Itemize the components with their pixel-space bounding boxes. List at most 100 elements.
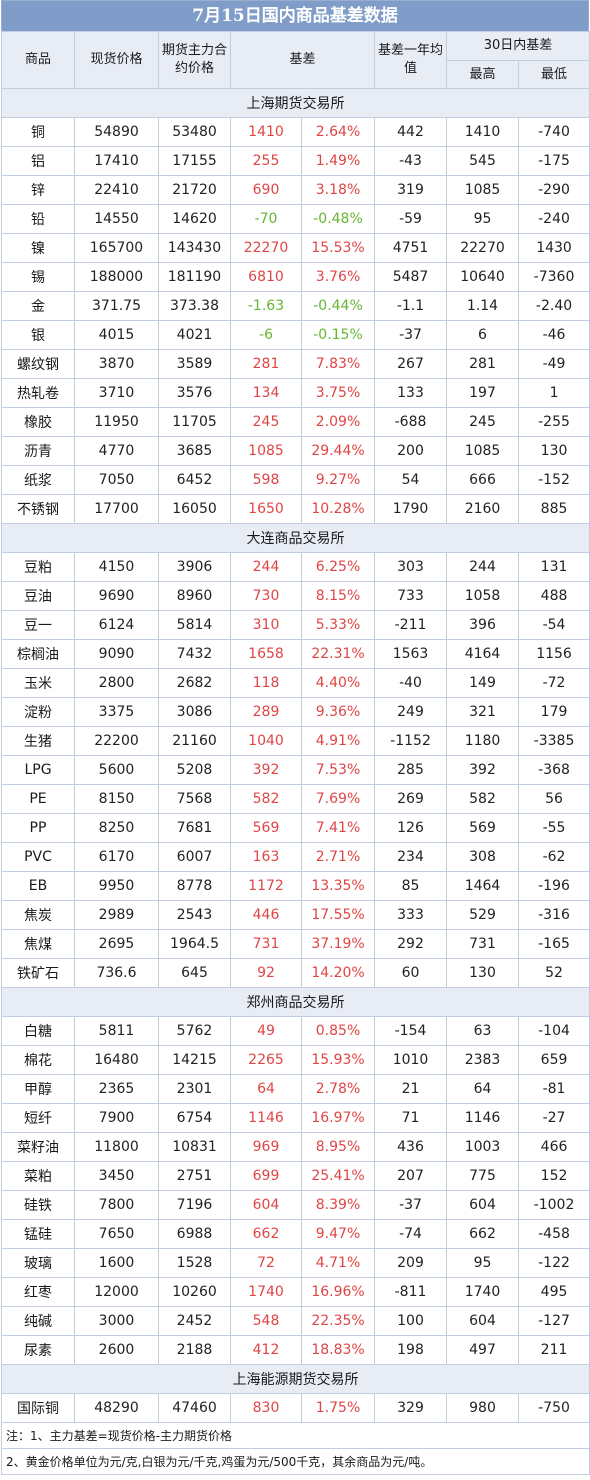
futures-price-cell: 645 (158, 958, 231, 988)
table-row: 生猪 22200 21160 1040 4.91% -1152 1180 -3385 (1, 726, 590, 756)
basis-value-cell: 1650 (230, 494, 302, 524)
spot-price-cell: 54890 (74, 117, 159, 147)
basis-value-cell: 134 (230, 378, 302, 408)
table-row: 金 371.75 373.38 -1.63 -0.44% -1.1 1.14 -2.40 (1, 291, 590, 321)
basis-value-cell: 598 (230, 465, 302, 495)
futures-price-cell: 5208 (158, 755, 231, 785)
commodity-cell: 铝 (1, 146, 75, 176)
30day-high-cell: 1058 (446, 581, 520, 611)
futures-price-cell: 373.38 (158, 291, 231, 321)
30day-high-cell: 2160 (446, 494, 520, 524)
table-row: 硅铁 7800 7196 604 8.39% -37 604 -1002 (1, 1190, 590, 1220)
basis-value-cell: 2265 (230, 1045, 302, 1075)
basis-year-average-cell: 329 (374, 1393, 448, 1423)
table-row: 短纤 7900 6754 1146 16.97% 71 1146 -27 (1, 1103, 590, 1133)
30day-low-cell: -1002 (518, 1190, 590, 1220)
basis-year-average-cell: 1790 (374, 494, 448, 524)
spot-price-cell: 3375 (74, 697, 159, 727)
30day-high-cell: 321 (446, 697, 520, 727)
30day-low-cell: -54 (518, 610, 590, 640)
commodity-cell: 铅 (1, 204, 75, 234)
spot-price-cell: 3710 (74, 378, 159, 408)
futures-price-cell: 143430 (158, 233, 231, 263)
header-basis: 基差 (229, 31, 376, 89)
basis-value-cell: 392 (230, 755, 302, 785)
30day-low-cell: -290 (518, 175, 590, 205)
spot-price-cell: 3000 (74, 1306, 159, 1336)
spot-price-cell: 16480 (74, 1045, 159, 1075)
spot-price-cell: 4150 (74, 552, 159, 582)
30day-high-cell: 6 (446, 320, 520, 350)
exchange-section-header: 大连商品交易所 (0, 523, 590, 553)
futures-price-cell: 4021 (158, 320, 231, 350)
spot-price-cell: 4770 (74, 436, 159, 466)
basis-value-cell: 412 (230, 1335, 302, 1365)
basis-percent-cell: -0.15% (300, 320, 376, 350)
table-row: 沥青 4770 3685 1085 29.44% 200 1085 130 (1, 436, 590, 466)
basis-year-average-cell: -688 (374, 407, 448, 437)
table-row: PVC 6170 6007 163 2.71% 234 308 -62 (1, 842, 590, 872)
30day-high-cell: 545 (446, 146, 520, 176)
basis-percent-cell: 2.09% (300, 407, 376, 437)
table-row: 热轧卷 3710 3576 134 3.75% 133 197 1 (1, 378, 590, 408)
futures-price-cell: 3589 (158, 349, 231, 379)
30day-high-cell: 392 (446, 755, 520, 785)
commodity-cell: 尿素 (1, 1335, 75, 1365)
30day-low-cell: -196 (518, 871, 590, 901)
basis-year-average-cell: 234 (374, 842, 448, 872)
commodity-cell: 铁矿石 (1, 958, 75, 988)
futures-price-cell: 53480 (158, 117, 231, 147)
futures-price-cell: 2452 (158, 1306, 231, 1336)
basis-year-average-cell: 207 (374, 1161, 448, 1191)
commodity-cell: 锰硅 (1, 1219, 75, 1249)
basis-year-average-cell: 71 (374, 1103, 448, 1133)
basis-percent-cell: 7.69% (300, 784, 376, 814)
commodity-cell: EB (1, 871, 75, 901)
basis-year-average-cell: -74 (374, 1219, 448, 1249)
basis-year-average-cell: 198 (374, 1335, 448, 1365)
futures-price-cell: 6988 (158, 1219, 231, 1249)
spot-price-cell: 371.75 (74, 291, 159, 321)
header-30day-high: 最高 (446, 60, 520, 89)
30day-high-cell: 64 (446, 1074, 520, 1104)
basis-year-average-cell: 85 (374, 871, 448, 901)
commodity-cell: 纸浆 (1, 465, 75, 495)
30day-high-cell: 22270 (446, 233, 520, 263)
30day-high-cell: 1464 (446, 871, 520, 901)
basis-value-cell: -70 (230, 204, 302, 234)
basis-percent-cell: 8.15% (300, 581, 376, 611)
basis-percent-cell: 3.18% (300, 175, 376, 205)
30day-high-cell: 1085 (446, 436, 520, 466)
commodity-cell: 纯碱 (1, 1306, 75, 1336)
30day-high-cell: 1146 (446, 1103, 520, 1133)
commodity-cell: 棕榈油 (1, 639, 75, 669)
table-row: 铁矿石 736.6 645 92 14.20% 60 130 52 (1, 958, 590, 988)
30day-low-cell: 659 (518, 1045, 590, 1075)
30day-low-cell: 211 (518, 1335, 590, 1365)
table-row: 螺纹钢 3870 3589 281 7.83% 267 281 -49 (1, 349, 590, 379)
basis-value-cell: 1410 (230, 117, 302, 147)
commodity-cell: 银 (1, 320, 75, 350)
spot-price-cell: 2695 (74, 929, 159, 959)
basis-year-average-cell: 200 (374, 436, 448, 466)
30day-low-cell: -127 (518, 1306, 590, 1336)
30day-high-cell: 604 (446, 1306, 520, 1336)
30day-high-cell: 1003 (446, 1132, 520, 1162)
exchange-section-header: 上海能源期货交易所 (0, 1364, 590, 1394)
exchange-name: 郑州商品交易所 (0, 987, 590, 1017)
commodity-cell: 菜粕 (1, 1161, 75, 1191)
basis-percent-cell: 9.27% (300, 465, 376, 495)
commodity-cell: 锌 (1, 175, 75, 205)
futures-price-cell: 2751 (158, 1161, 231, 1191)
spot-price-cell: 736.6 (74, 958, 159, 988)
futures-price-cell: 5762 (158, 1016, 231, 1046)
spot-price-cell: 4015 (74, 320, 159, 350)
basis-year-average-cell: -40 (374, 668, 448, 698)
basis-percent-cell: 7.41% (300, 813, 376, 843)
30day-low-cell: 466 (518, 1132, 590, 1162)
basis-value-cell: 1146 (230, 1103, 302, 1133)
spot-price-cell: 5811 (74, 1016, 159, 1046)
header-basis-year-average: 基差一年均值 (374, 31, 448, 89)
commodity-cell: 橡胶 (1, 407, 75, 437)
30day-high-cell: 10640 (446, 262, 520, 292)
